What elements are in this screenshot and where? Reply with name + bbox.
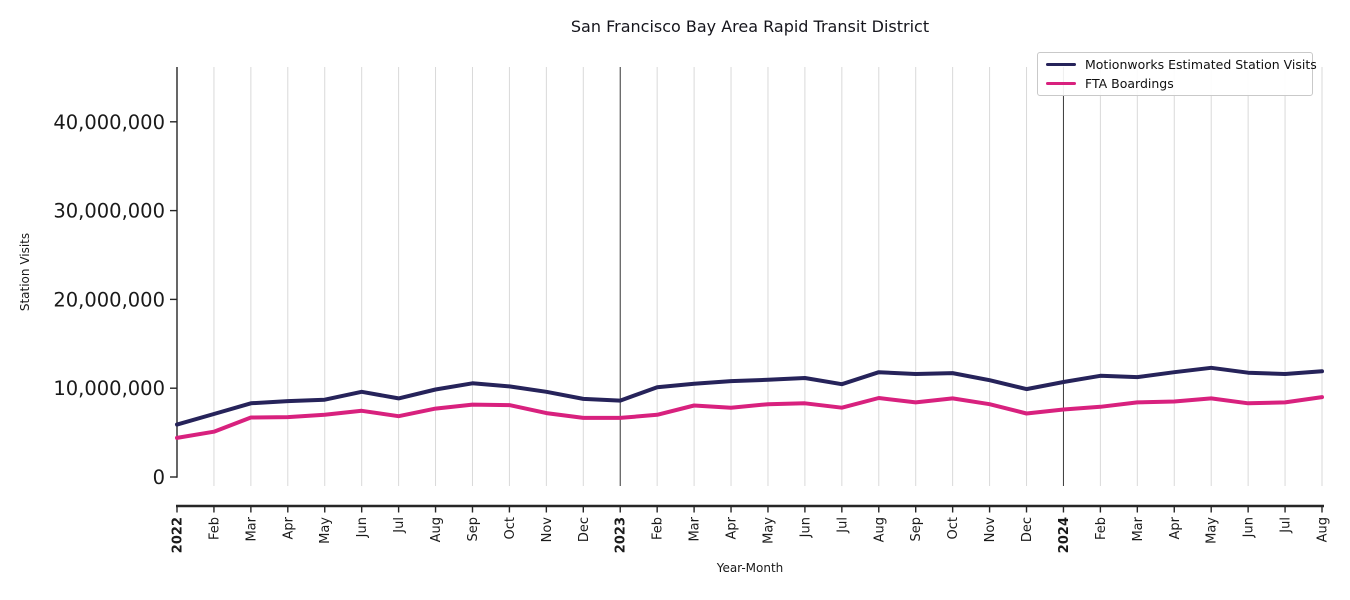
legend-line-swatch-fta [1046,81,1076,86]
x-tick-label: Feb [207,517,222,540]
legend-item-fta: FTA Boardings [1046,75,1304,92]
legend-item-motionworks: Motionworks Estimated Station Visits [1046,56,1317,73]
x-tick-label: Sep [466,517,481,542]
x-tick-label: May [762,517,777,544]
x-tick-label: Dec [577,517,592,542]
x-tick-label: 2023 [614,517,629,553]
x-tick-label: Mar [1131,516,1146,541]
x-tick-label: Nov [983,517,998,543]
x-tick-label: Feb [651,517,666,540]
x-tick-label: Apr [725,516,740,539]
x-tick-label: Jul [835,517,850,534]
x-tick-label: Nov [540,517,555,543]
x-tick-label: Aug [429,517,444,542]
x-tick-label: Jun [1242,517,1257,538]
x-tick-label: Jul [1279,517,1294,534]
legend-label-motionworks: Motionworks Estimated Station Visits [1085,57,1317,72]
x-tick-label: Jun [355,517,370,538]
series-line-fta [175,395,1324,440]
x-tick-label: 2022 [171,517,186,553]
x-tick-label: 2024 [1057,517,1072,553]
legend-label-fta: FTA Boardings [1085,76,1174,91]
x-tick-label: Dec [1020,517,1035,542]
chart-title: San Francisco Bay Area Rapid Transit Dis… [570,17,930,36]
x-tick-label: Feb [1094,517,1109,540]
x-tick-label: May [318,517,333,544]
x-axis-label: Year-Month [716,561,784,575]
x-tick-label: Apr [1168,516,1183,539]
x-tick-label: Aug [1316,517,1331,542]
x-tick-label: Jun [798,517,813,538]
x-tick-label: Oct [946,517,961,539]
legend: Motionworks Estimated Station Visits FTA… [1037,52,1317,96]
y-tick-label: 40,000,000 [53,111,165,134]
x-tick-label: May [1205,517,1220,544]
x-tick-label: Mar [244,516,259,541]
x-tick-label: Aug [872,517,887,542]
y-tick-label: 20,000,000 [53,288,165,311]
x-tick-label: Mar [688,516,703,541]
y-tick-label: 30,000,000 [53,200,165,223]
y-axis-label: Station Visits [18,232,32,312]
x-tick-label: Oct [503,517,518,539]
x-tick-label: Jul [392,517,407,534]
series-line-motionworks [175,365,1324,427]
y-tick-label: 10,000,000 [53,377,165,400]
x-tick-label: Sep [909,517,924,542]
x-tick-label: Apr [281,516,296,539]
legend-line-swatch-motionworks [1046,62,1076,67]
y-tick-label: 0 [153,466,165,489]
